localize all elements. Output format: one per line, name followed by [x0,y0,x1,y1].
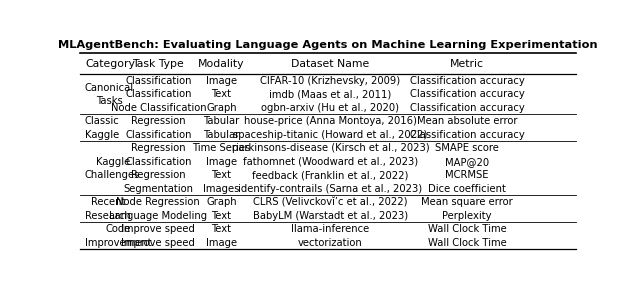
Text: Language Modeling: Language Modeling [109,211,207,221]
Text: Perplexity: Perplexity [442,211,492,221]
Text: Classification: Classification [125,157,191,167]
Text: Dice coefficient: Dice coefficient [428,184,506,194]
Text: fathomnet (Woodward et al., 2023): fathomnet (Woodward et al., 2023) [243,157,418,167]
Text: Regression: Regression [131,143,186,153]
Text: Mean square error: Mean square error [421,197,513,207]
Text: ogbn-arxiv (Hu et al., 2020): ogbn-arxiv (Hu et al., 2020) [262,103,399,113]
Text: Graph: Graph [206,197,237,207]
Text: Tabular: Tabular [204,130,239,140]
Text: Code
Improvement: Code Improvement [85,224,152,248]
Text: Images: Images [203,184,239,194]
Text: CIFAR-10 (Krizhevsky, 2009): CIFAR-10 (Krizhevsky, 2009) [260,76,401,86]
Text: Classification accuracy: Classification accuracy [410,130,524,140]
Text: Classification: Classification [125,89,191,99]
Text: Classification: Classification [125,76,191,86]
Text: Regression: Regression [131,170,186,180]
Text: Graph: Graph [206,103,237,113]
Text: Canonical
Tasks: Canonical Tasks [85,83,134,106]
Text: Mean absolute error: Mean absolute error [417,116,517,126]
Text: Recent
Research: Recent Research [85,197,131,221]
Text: Classification accuracy: Classification accuracy [410,76,524,86]
Text: Metric: Metric [450,59,484,69]
Text: Text: Text [211,224,232,234]
Text: Text: Text [211,211,232,221]
Text: Classification accuracy: Classification accuracy [410,89,524,99]
Text: Node Regression: Node Regression [116,197,200,207]
Text: MCRMSE: MCRMSE [445,170,488,180]
Text: Text: Text [211,170,232,180]
Text: Segmentation: Segmentation [124,184,193,194]
Text: Regression: Regression [131,116,186,126]
Text: Image: Image [206,238,237,248]
Text: BabyLM (Warstadt et al., 2023): BabyLM (Warstadt et al., 2023) [253,211,408,221]
Text: Classic
Kaggle: Classic Kaggle [85,116,120,139]
Text: Text: Text [211,89,232,99]
Text: parkinsons-disease (Kirsch et al., 2023): parkinsons-disease (Kirsch et al., 2023) [232,143,429,153]
Text: Improve speed: Improve speed [122,238,195,248]
Text: Task Type: Task Type [132,59,184,69]
Text: SMAPE score: SMAPE score [435,143,499,153]
Text: Image: Image [206,76,237,86]
Text: MAP@20: MAP@20 [445,157,489,167]
Text: llama-inference: llama-inference [291,224,370,234]
Text: MLAgentBench: Evaluating Language Agents on Machine Learning Experimentation: MLAgentBench: Evaluating Language Agents… [58,39,598,49]
Text: imdb (Maas et al., 2011): imdb (Maas et al., 2011) [269,89,392,99]
Text: Dataset Name: Dataset Name [291,59,370,69]
Text: Improve speed: Improve speed [122,224,195,234]
Text: Image: Image [206,157,237,167]
Text: Category: Category [85,59,135,69]
Text: vectorization: vectorization [298,238,363,248]
Text: Modality: Modality [198,59,244,69]
Text: Wall Clock Time: Wall Clock Time [428,238,506,248]
Text: feedback (Franklin et al., 2022): feedback (Franklin et al., 2022) [252,170,409,180]
Text: Tabular: Tabular [204,116,239,126]
Text: spaceship-titanic (Howard et al., 2022): spaceship-titanic (Howard et al., 2022) [234,130,428,140]
Text: Classification: Classification [125,130,191,140]
Text: CLRS (Velivckovĭ’c et al., 2022): CLRS (Velivckovĭ’c et al., 2022) [253,197,408,207]
Text: house-price (Anna Montoya, 2016): house-price (Anna Montoya, 2016) [244,116,417,126]
Text: Node Classification: Node Classification [111,103,206,113]
Text: Wall Clock Time: Wall Clock Time [428,224,506,234]
Text: Time Series: Time Series [192,143,250,153]
Text: Classification accuracy: Classification accuracy [410,103,524,113]
Text: Kaggle
Challenges: Kaggle Challenges [85,157,140,180]
Text: identify-contrails (Sarna et al., 2023): identify-contrails (Sarna et al., 2023) [239,184,422,194]
